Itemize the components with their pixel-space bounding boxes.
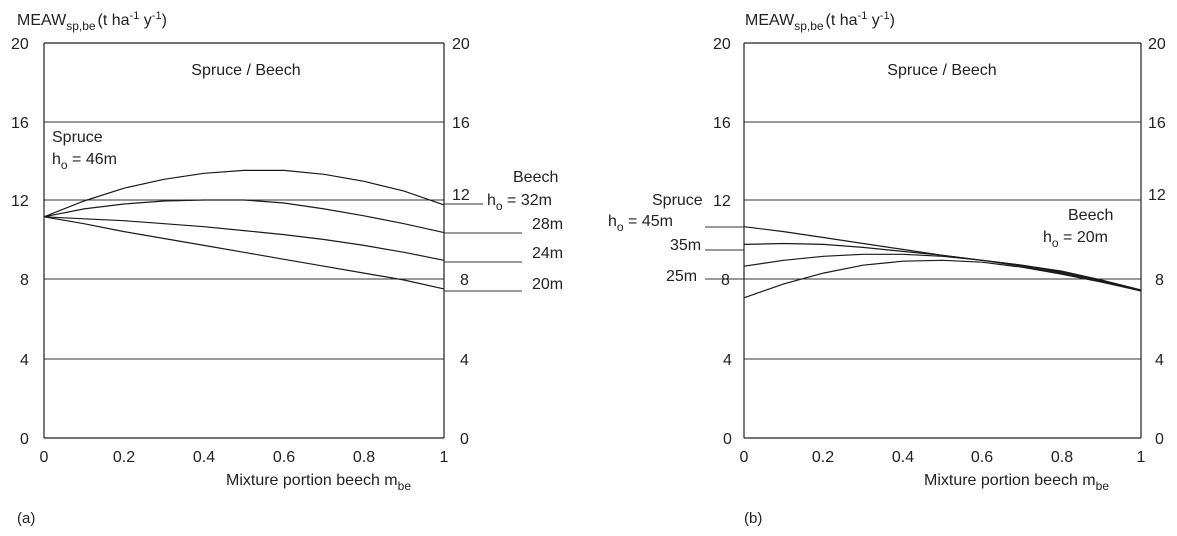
panel-b-xtick-2: 0.4: [892, 449, 914, 466]
panel-b: MEAWsp,be (t ha-1 y-1) 0 4 8 12 16 20 0 4…: [608, 10, 1166, 527]
panel-b-ytick-left-3: 12: [713, 193, 731, 210]
panel-a-xlabel: Mixture portion beech mbe: [226, 472, 411, 493]
panel-a-ytick-left-5: 20: [11, 36, 29, 53]
panel-b-ytick-right-0: 0: [1155, 431, 1164, 448]
panel-b-ytick-left-1: 4: [723, 352, 732, 369]
panel-a-ytick-right-5: 20: [452, 36, 470, 53]
panel-a-spruce-height: ho = 46m: [52, 151, 117, 172]
panel-b-ylabel: MEAWsp,be (t ha-1 y-1): [745, 10, 895, 33]
panel-b-title: Spruce / Beech: [887, 62, 996, 79]
panel-a-series-line-2: [43, 199, 445, 234]
panel-a-ytick-right-3: 12: [452, 187, 470, 204]
panel-b-xlabel: Mixture portion beech mbe: [924, 472, 1109, 493]
panel-a-beech-label-28m: 28m: [532, 216, 563, 233]
panel-b-ytick-right-1: 4: [1155, 352, 1164, 369]
panel-a-ytick-left-2: 8: [20, 272, 29, 289]
panel-b-ytick-right-3: 12: [1148, 187, 1166, 204]
panel-b-y-ticks-right: 0 4 8 12 16 20: [1148, 36, 1166, 448]
panel-a-title: Spruce / Beech: [191, 62, 300, 79]
panel-a-ytick-right-0: 0: [460, 431, 469, 448]
panel-a-beech-label-20m: 20m: [532, 276, 563, 293]
panel-b-ytick-left-2: 8: [721, 272, 730, 289]
panel-b-x-ticks: 0 0.2 0.4 0.6 0.8 1: [740, 449, 1146, 466]
panel-b-label: (b): [744, 510, 762, 527]
panel-b-series-line-4: [743, 259, 1142, 299]
panel-b-series-line-3: [743, 253, 1142, 292]
panel-b-spruce-height: ho = 45m: [608, 213, 673, 234]
panel-b-curves: [743, 226, 1142, 299]
panel-a-frame: [43, 42, 445, 439]
panel-a-ytick-left-4: 16: [11, 115, 29, 132]
panel-a-xtick-4: 0.8: [353, 449, 375, 466]
panel-a-series-line-4: [43, 216, 445, 290]
panel-b-xtick-5: 1: [1137, 449, 1146, 466]
panel-b-spruce-label-35m: 35m: [670, 237, 701, 254]
panel-a-series-line-3: [43, 216, 445, 261]
panel-b-ytick-left-4: 16: [713, 115, 731, 132]
panel-b-ytick-right-5: 20: [1148, 36, 1166, 53]
panel-a-beech-label-24m: 24m: [532, 245, 563, 262]
panel-b-gridlines: [705, 121, 1141, 360]
panel-a-ylabel: MEAWsp,be (t ha-1 y-1): [17, 10, 167, 33]
panel-a-ytick-right-4: 16: [452, 115, 470, 132]
panel-a-ytick-right-1: 4: [460, 352, 469, 369]
panel-a-ytick-right-2: 8: [460, 272, 469, 289]
panel-a-label: (a): [17, 510, 35, 527]
panel-a-series-line-1: [43, 169, 445, 218]
panel-a-spruce-label: Spruce: [52, 129, 103, 146]
panel-a-x-ticks: 0 0.2 0.4 0.6 0.8 1: [40, 449, 449, 466]
panel-b-spruce-label: Spruce: [652, 192, 703, 209]
panel-a-curves: [43, 169, 445, 290]
panel-b-series-line-2: [743, 242, 1142, 292]
panel-a-y-ticks-left: 0 4 8 12 16 20: [11, 36, 29, 448]
panel-b-ytick-right-2: 8: [1155, 272, 1164, 289]
panel-b-frame: [743, 42, 1142, 439]
panel-a: MEAWsp,be (t ha-1 y-1) 0 4 8 12 16 20 0 4…: [11, 10, 563, 527]
panel-a-ytick-left-0: 0: [20, 431, 29, 448]
panel-b-xtick-4: 0.8: [1051, 449, 1073, 466]
panel-b-xtick-1: 0.2: [812, 449, 834, 466]
panel-a-xtick-1: 0.2: [113, 449, 135, 466]
panel-b-ytick-right-4: 16: [1148, 115, 1166, 132]
panel-b-ytick-left-0: 0: [723, 431, 732, 448]
panel-a-ytick-left-3: 12: [11, 193, 29, 210]
panel-b-y-ticks-left: 0 4 8 12 16 20: [713, 36, 732, 448]
panel-a-beech-height: ho = 32m: [487, 192, 552, 213]
panel-b-beech-label: Beech: [1068, 207, 1113, 224]
panel-b-xtick-0: 0: [740, 449, 749, 466]
panel-a-xtick-0: 0: [40, 449, 49, 466]
panel-b-spruce-label-25m: 25m: [666, 268, 697, 285]
panel-b-ytick-left-5: 20: [713, 36, 731, 53]
panel-b-xtick-3: 0.6: [971, 449, 993, 466]
panel-a-beech-label: Beech: [513, 169, 558, 186]
panel-b-beech-height: ho = 20m: [1043, 229, 1108, 250]
panel-a-ytick-left-1: 4: [20, 352, 29, 369]
panel-a-xtick-3: 0.6: [273, 449, 295, 466]
panel-a-y-ticks-right: 0 4 8 12 16 20: [452, 36, 470, 448]
panel-a-xtick-2: 0.4: [193, 449, 215, 466]
panel-a-xtick-5: 1: [440, 449, 449, 466]
